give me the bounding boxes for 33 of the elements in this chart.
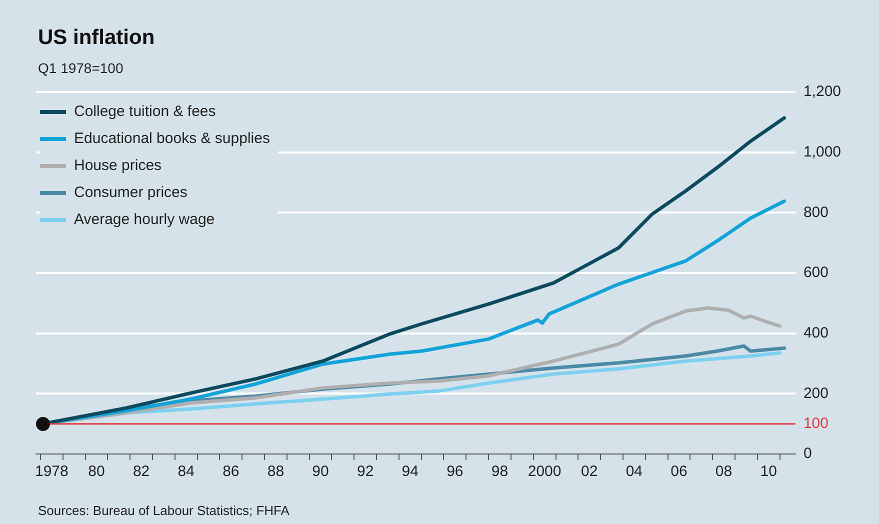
y-tick-label: 1,000 (803, 143, 842, 160)
x-tick-label: 04 (626, 463, 643, 480)
legend-label: College tuition & fees (74, 103, 216, 120)
legend-label: Average hourly wage (74, 211, 215, 228)
y-tick-label: 1,200 (803, 83, 842, 100)
x-tick-label: 06 (670, 463, 688, 480)
x-tick-label: 08 (715, 463, 732, 480)
x-tick-label: 80 (88, 463, 105, 480)
chart-title: US inflation (38, 26, 155, 50)
x-tick-label: 10 (760, 463, 777, 480)
x-tick-label: 2000 (528, 463, 562, 480)
legend-label: House prices (74, 157, 162, 174)
y-tick-label: 0 (803, 445, 812, 462)
legend-label: Consumer prices (74, 184, 188, 201)
source-note: Sources: Bureau of Labour Statistics; FHFA (38, 503, 290, 518)
chart-subtitle: Q1 1978=100 (38, 60, 124, 76)
x-tick-label: 84 (178, 463, 194, 480)
x-tick-label: 88 (267, 463, 284, 480)
x-tick-label: 96 (446, 463, 464, 480)
x-tick-label: 90 (312, 463, 329, 480)
x-tick-label: 1978 (34, 463, 68, 480)
x-tick-label: 82 (132, 463, 150, 480)
y-tick-label: 400 (803, 324, 828, 342)
y-tick-label: 600 (803, 264, 828, 282)
ref-line-label: 100 (803, 414, 828, 432)
x-tick-label: 92 (356, 463, 374, 480)
x-tick-label: 98 (491, 463, 508, 480)
y-tick-label: 200 (803, 384, 828, 402)
x-tick-label: 94 (402, 463, 418, 480)
legend-label: Educational books & supplies (74, 130, 270, 147)
x-tick-label: 86 (222, 463, 240, 480)
y-tick-label: 800 (803, 204, 828, 221)
x-tick-label: 02 (581, 463, 598, 480)
